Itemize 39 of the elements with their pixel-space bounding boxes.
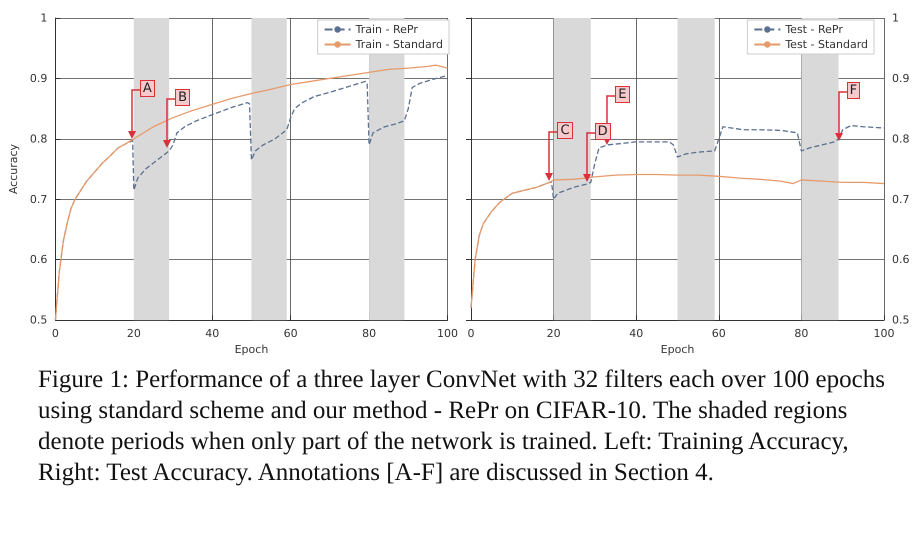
- y-axis-title: Accuracy: [7, 143, 20, 194]
- y-tick-label: 1: [892, 12, 899, 24]
- legend-label: Train - RePr: [354, 23, 418, 36]
- legend-label: Test - RePr: [784, 23, 844, 36]
- y-tick-label: 0.8: [892, 132, 910, 146]
- x-tick-label: 20: [126, 327, 141, 340]
- annotation: B: [175, 88, 190, 106]
- x-tick-label: 100: [874, 327, 894, 340]
- y-tick-label: 1: [40, 12, 48, 24]
- x-tick-label: 60: [284, 327, 298, 340]
- y-tick-label: 0.7: [892, 192, 910, 206]
- y-tick-label: 0.9: [892, 72, 910, 85]
- annotation: F: [846, 82, 860, 99]
- annotation: C: [557, 122, 573, 140]
- x-tick-label: 20: [546, 327, 561, 340]
- x-tick-label: 0: [468, 327, 474, 340]
- y-tick-label: 0.6: [30, 253, 48, 266]
- y-tick-label: 0.9: [30, 72, 48, 85]
- x-tick-label: 40: [629, 327, 644, 340]
- x-tick-label: 40: [205, 327, 220, 340]
- y-tick-label: 0.5: [892, 314, 910, 327]
- y-tick-label: 0.5: [30, 314, 48, 327]
- y-tick-label: 0.8: [30, 132, 48, 146]
- x-tick-label: 80: [794, 327, 808, 340]
- x-tick-label: 80: [362, 327, 376, 340]
- legend-label: Train - Standard: [354, 38, 444, 51]
- x-axis-title: Epoch: [660, 343, 694, 356]
- line-series: [470, 174, 885, 309]
- annotation: E: [615, 86, 630, 103]
- annotation: A: [140, 80, 155, 97]
- x-tick-label: 60: [712, 327, 726, 340]
- x-tick-label: 0: [52, 327, 59, 340]
- legend-label: Test - Standard: [784, 38, 868, 51]
- y-tick-label: 0.7: [30, 192, 48, 206]
- x-tick-label: 100: [437, 327, 458, 340]
- annotation: D: [594, 123, 611, 140]
- x-axis-title: Epoch: [234, 343, 268, 356]
- y-tick-label: 0.6: [892, 253, 910, 266]
- caption: Figure 1: Performance of a three layer ConvNet with 32 filters each over 100 epochs using standard scheme and our method - RePr on CIFAR-10. The shaded regions denote periods when only part of the network is trained. Left: Training Accuracy, Right: Test Accuracy. Annotations [A-F] are discussed in Section 4.: [37, 365, 886, 488]
